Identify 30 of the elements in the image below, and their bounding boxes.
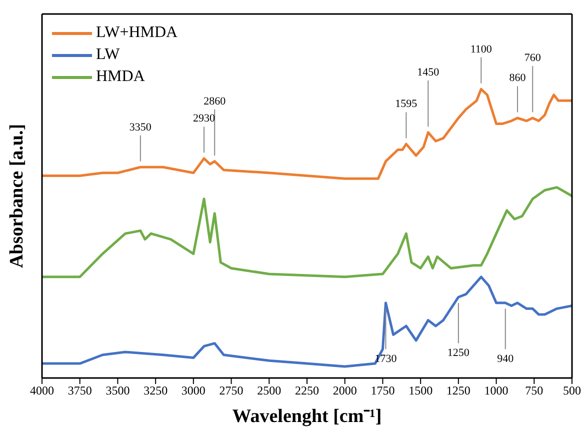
x-tick-label: 1500 bbox=[408, 384, 433, 398]
annotation: 1595 bbox=[395, 98, 418, 110]
annotation: 1450 bbox=[417, 66, 440, 78]
x-tick-label: 1000 bbox=[484, 384, 508, 398]
x-tick-label: 2500 bbox=[257, 384, 282, 398]
annotation: 860 bbox=[509, 72, 526, 84]
x-tick-label: 2250 bbox=[295, 384, 319, 398]
legend-label: LW bbox=[96, 45, 120, 65]
x-tick-label: 4000 bbox=[30, 384, 54, 398]
annotation: 3350 bbox=[129, 121, 152, 134]
x-tick-label: 1250 bbox=[446, 384, 470, 398]
x-tick-label: 3000 bbox=[181, 384, 206, 398]
legend-label: HMDA bbox=[96, 67, 145, 87]
x-tick-label: 500 bbox=[563, 384, 581, 398]
annotation: 760 bbox=[524, 52, 542, 64]
x-tick-label: 2000 bbox=[332, 384, 357, 398]
annotation: 1250 bbox=[447, 347, 470, 360]
x-axis-title: Wavelenght [cm⁻¹] bbox=[232, 406, 382, 427]
legend-label: LW+HMDA bbox=[96, 23, 178, 43]
annotation: 1100 bbox=[470, 43, 492, 56]
annotation: 2860 bbox=[204, 95, 226, 108]
x-tick-label: 3750 bbox=[68, 384, 92, 398]
annotation: 940 bbox=[497, 352, 514, 365]
x-tick-label: 750 bbox=[525, 384, 544, 398]
annotation: 2930 bbox=[193, 112, 216, 125]
y-axis-title: Absorbance [a.u.] bbox=[6, 124, 28, 268]
x-tick-label: 1750 bbox=[370, 384, 395, 398]
x-tick-label: 3250 bbox=[144, 384, 168, 398]
x-tick-label: 3500 bbox=[106, 384, 130, 398]
x-tick-label: 2750 bbox=[219, 384, 244, 398]
